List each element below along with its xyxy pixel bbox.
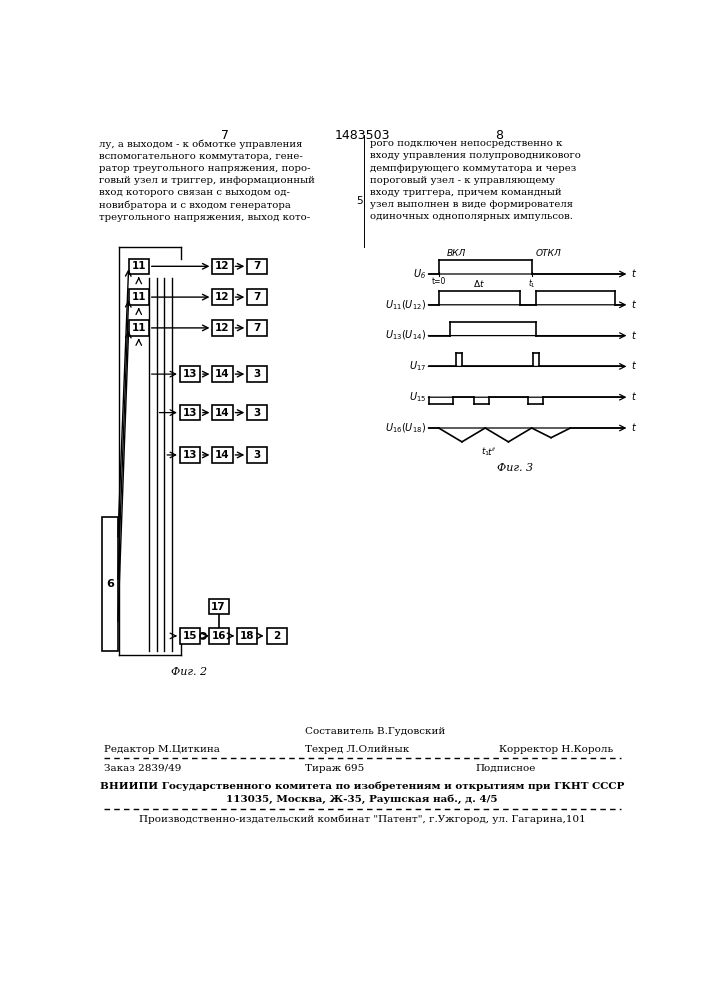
Text: 3: 3 xyxy=(254,408,261,418)
Text: 14: 14 xyxy=(215,450,230,460)
Text: 2: 2 xyxy=(273,631,280,641)
Bar xyxy=(212,405,233,420)
Bar xyxy=(247,289,267,305)
Text: 8: 8 xyxy=(495,129,503,142)
Bar xyxy=(247,405,267,420)
Text: t=0: t=0 xyxy=(431,277,446,286)
Text: 1483503: 1483503 xyxy=(334,129,390,142)
Text: 13: 13 xyxy=(182,369,197,379)
Text: 12: 12 xyxy=(215,323,230,333)
Text: Заказ 2839/49: Заказ 2839/49 xyxy=(104,764,181,773)
Text: 11: 11 xyxy=(132,261,146,271)
Text: 14: 14 xyxy=(215,369,230,379)
Bar xyxy=(267,628,287,644)
Text: $U_{17}$: $U_{17}$ xyxy=(409,360,426,373)
Text: 18: 18 xyxy=(240,631,255,641)
Bar xyxy=(209,599,228,614)
Text: Редактор М.Циткина: Редактор М.Циткина xyxy=(104,745,220,754)
Bar xyxy=(247,259,267,274)
Text: 15: 15 xyxy=(182,631,197,641)
Text: $U_{16}(U_{18})$: $U_{16}(U_{18})$ xyxy=(385,421,426,435)
Bar xyxy=(103,517,118,651)
Text: 16: 16 xyxy=(211,631,226,641)
Text: 13: 13 xyxy=(182,408,197,418)
Bar xyxy=(212,366,233,382)
Text: 12: 12 xyxy=(215,292,230,302)
Bar xyxy=(212,289,233,305)
Text: ВКЛ: ВКЛ xyxy=(446,249,466,258)
Text: 11: 11 xyxy=(132,292,146,302)
Text: 12: 12 xyxy=(215,261,230,271)
Bar xyxy=(129,289,149,305)
Text: ОТКЛ: ОТКЛ xyxy=(535,249,561,258)
Text: t: t xyxy=(631,423,635,433)
Bar xyxy=(180,628,200,644)
Text: 17: 17 xyxy=(211,602,226,612)
Text: Производственно-издательский комбинат "Патент", г.Ужгород, ул. Гагарина,101: Производственно-издательский комбинат "П… xyxy=(139,814,585,824)
Text: Фиг. 2: Фиг. 2 xyxy=(171,667,207,677)
Text: 7: 7 xyxy=(221,129,229,142)
Text: Тираж 695: Тираж 695 xyxy=(305,764,365,773)
Bar xyxy=(180,447,200,463)
Text: $U_{15}$: $U_{15}$ xyxy=(409,390,426,404)
Text: $\Delta t$: $\Delta t$ xyxy=(474,278,485,289)
Text: $t''$: $t''$ xyxy=(486,446,496,457)
Bar xyxy=(129,259,149,274)
Bar xyxy=(247,366,267,382)
Bar xyxy=(180,405,200,420)
Text: 3: 3 xyxy=(254,369,261,379)
Bar xyxy=(180,366,200,382)
Text: 3: 3 xyxy=(254,450,261,460)
Bar xyxy=(212,320,233,336)
Text: 6: 6 xyxy=(106,579,114,589)
Text: лу, а выходом - к обмотке управления
вспомогательного коммутатора, гене-
ратор т: лу, а выходом - к обмотке управления всп… xyxy=(99,139,315,222)
Text: 11: 11 xyxy=(132,323,146,333)
Text: Техред Л.Олийнык: Техред Л.Олийнык xyxy=(305,745,409,754)
Text: 7: 7 xyxy=(254,292,261,302)
Text: $U_б$: $U_б$ xyxy=(413,267,426,281)
Text: 7: 7 xyxy=(254,323,261,333)
Text: ВНИИПИ Государственного комитета по изобретениям и открытиям при ГКНТ СССР: ВНИИПИ Государственного комитета по изоб… xyxy=(100,781,624,791)
Text: 113035, Москва, Ж-35, Раушская наб., д. 4/5: 113035, Москва, Ж-35, Раушская наб., д. … xyxy=(226,794,498,804)
Text: 13: 13 xyxy=(182,450,197,460)
Text: $U_{13}(U_{14})$: $U_{13}(U_{14})$ xyxy=(385,329,426,342)
Text: t: t xyxy=(631,361,635,371)
Text: 7: 7 xyxy=(254,261,261,271)
Text: t: t xyxy=(631,300,635,310)
Bar xyxy=(212,259,233,274)
Bar xyxy=(247,447,267,463)
Text: $t_1$: $t_1$ xyxy=(481,446,490,458)
Text: 5: 5 xyxy=(356,196,363,206)
Bar xyxy=(237,628,257,644)
Bar xyxy=(129,320,149,336)
Text: t: t xyxy=(631,331,635,341)
Text: 14: 14 xyxy=(215,408,230,418)
Bar xyxy=(247,320,267,336)
Text: Корректор Н.Король: Корректор Н.Король xyxy=(499,745,613,754)
Text: $U_{11}(U_{12})$: $U_{11}(U_{12})$ xyxy=(385,298,426,312)
Text: Составитель В.Гудовский: Составитель В.Гудовский xyxy=(305,727,445,736)
Text: t: t xyxy=(631,269,635,279)
Bar xyxy=(209,628,228,644)
Text: t: t xyxy=(631,392,635,402)
Text: Подписное: Подписное xyxy=(476,764,536,773)
Text: рого подключен непосредственно к
входу управления полупроводникового
демпфирующе: рого подключен непосредственно к входу у… xyxy=(370,139,580,221)
Text: $t_1$: $t_1$ xyxy=(527,277,536,290)
Text: Фиг. 3: Фиг. 3 xyxy=(496,463,532,473)
Bar xyxy=(212,447,233,463)
